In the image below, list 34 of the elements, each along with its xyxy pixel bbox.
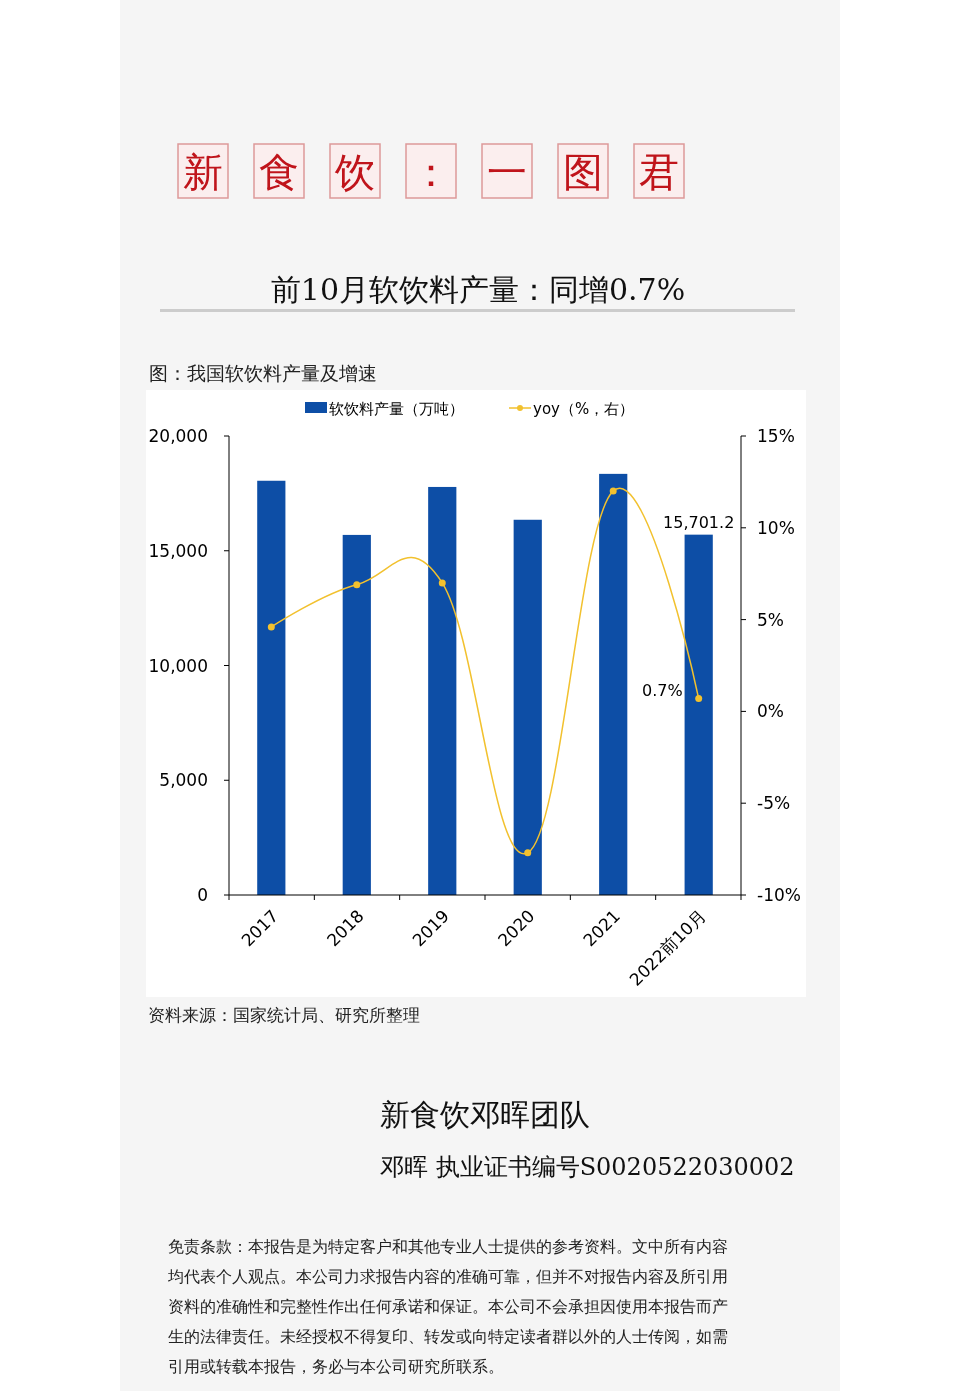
text: 资料来源：国家统计局、研究所整理 [148,1005,420,1025]
chart-title: 前10月软饮料产量：同增0.7% [270,272,686,307]
y2-tick-label: -10% [757,885,801,905]
chart-subtitle: 图：我国软饮料产量及增速 [149,362,377,384]
y2-tick-label: 15% [757,426,795,446]
y2-tick-label: 5% [757,609,784,630]
legend-label: yoy（%，右） [533,400,635,418]
point [353,581,361,589]
y2-tick-label: -5% [757,793,791,814]
bar [428,486,457,895]
point [524,849,532,857]
y2-tick-label: 0% [757,701,784,722]
bar [599,473,628,895]
text: 邓晖 执业证书编号S0020522030002 [380,1153,795,1181]
point [695,695,703,703]
bar [684,534,713,895]
data-label: 15,701.2 [663,512,735,532]
text: 免责条款：本报告是为特定客户和其他专业人士提供的参考资料。文中所有内容均代表个人观点。本公司力求报告内容的准确可靠，但并不对报告内容及所引用资料的准确性和完整性作出任何承诺和保证。本公司不会承担因使用本报告而产生的法律责任。未经授权不得复印、转发或向特定读者群以外的人士传阅，如需引用或转载本报告，务必与本公司研究所联系。 [167,1237,728,1376]
point [438,579,446,587]
legend-label: 软饮料产量（万吨） [329,400,464,418]
boxed-heading: 新食饮：一图君 [177,143,685,199]
bar [513,519,542,895]
y-tick-label: 10,000 [148,655,208,676]
y-tick-label: 15,000 [148,540,208,561]
data-label: 0.7% [642,680,683,700]
bar [342,534,371,895]
y2-tick-label: 10% [757,517,795,538]
point [267,623,275,631]
text: 新食饮邓晖团队 [380,1097,590,1132]
bar [257,480,286,895]
point [609,487,617,495]
y-tick-label: 5,000 [159,770,208,791]
y-tick-label: 20,000 [148,426,208,446]
y-tick-label: 0 [197,885,208,905]
